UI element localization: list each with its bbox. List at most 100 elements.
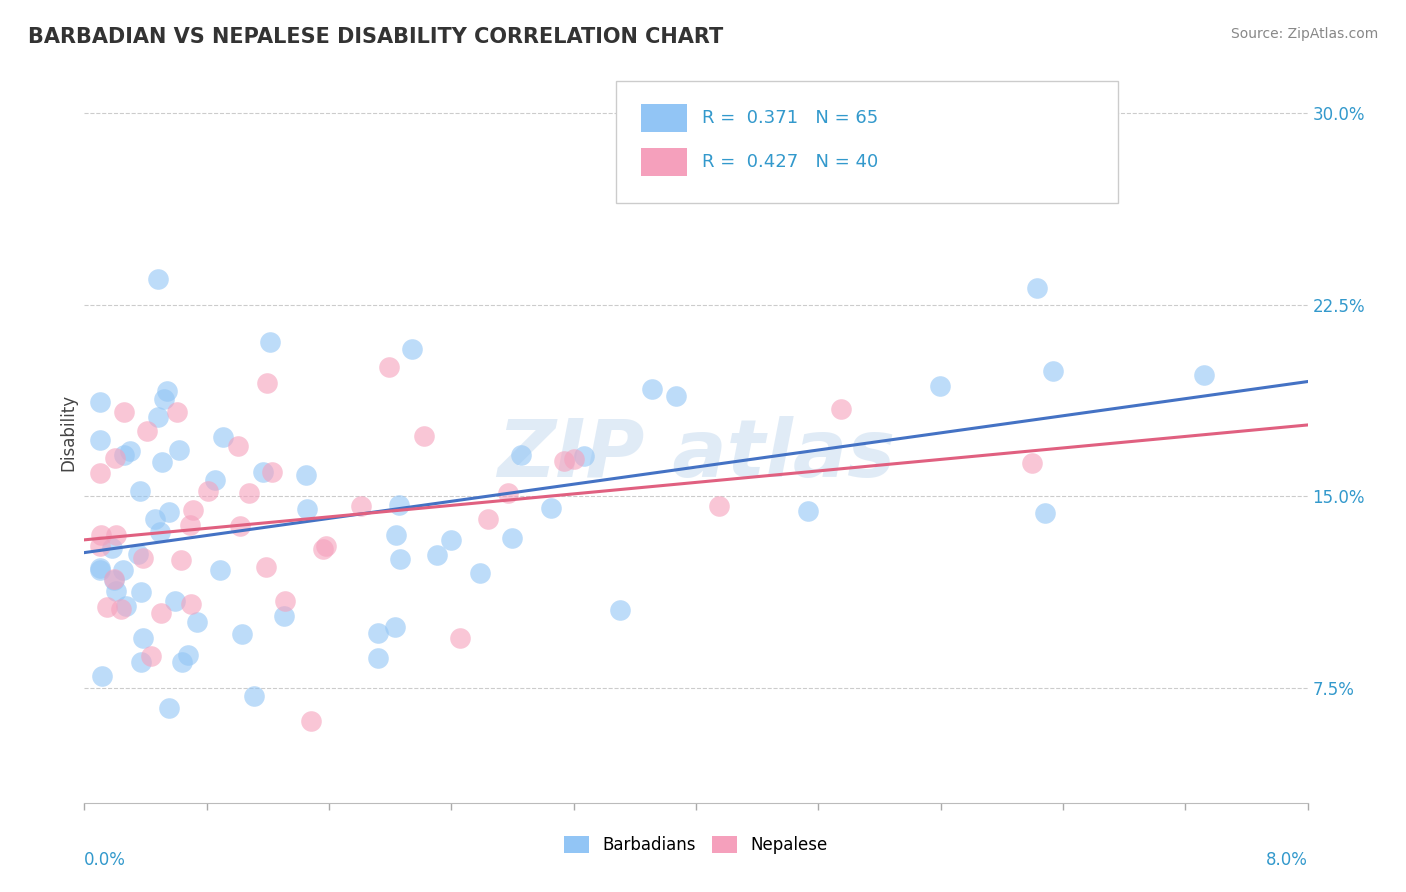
Point: [146, 272, 169, 286]
Point: [136, 424, 159, 438]
Point: [212, 430, 235, 444]
Point: [609, 603, 631, 617]
Text: 0.0%: 0.0%: [84, 851, 127, 870]
Point: [540, 500, 562, 515]
Point: [104, 451, 127, 466]
Point: [105, 528, 128, 542]
Point: [150, 455, 173, 469]
Point: [830, 402, 852, 417]
Point: [440, 533, 463, 547]
Point: [385, 527, 408, 541]
Point: [413, 429, 436, 443]
Text: R =  0.427   N = 40: R = 0.427 N = 40: [702, 153, 879, 171]
Point: [129, 585, 152, 599]
Point: [449, 631, 471, 645]
FancyBboxPatch shape: [641, 103, 688, 132]
Point: [367, 626, 389, 640]
Point: [197, 483, 219, 498]
Point: [89, 561, 111, 575]
Point: [1042, 363, 1064, 377]
Point: [256, 376, 278, 390]
Point: [274, 594, 297, 608]
Point: [105, 583, 128, 598]
Point: [641, 382, 664, 396]
Point: [150, 606, 173, 620]
Point: [103, 573, 125, 587]
Point: [139, 649, 162, 664]
Point: [103, 572, 125, 586]
Point: [112, 405, 135, 419]
Point: [90, 669, 112, 683]
Point: [389, 551, 412, 566]
Point: [315, 539, 337, 553]
Point: [89, 434, 111, 448]
Point: [166, 405, 188, 419]
Point: [96, 599, 118, 614]
Point: [132, 631, 155, 645]
Point: [243, 690, 266, 704]
Point: [204, 473, 226, 487]
Point: [152, 392, 174, 406]
FancyBboxPatch shape: [641, 148, 688, 177]
Point: [468, 566, 491, 580]
Point: [90, 528, 112, 542]
Point: [186, 615, 208, 629]
Point: [132, 551, 155, 566]
Point: [167, 442, 190, 457]
FancyBboxPatch shape: [616, 81, 1118, 203]
Point: [562, 452, 585, 467]
Point: [929, 378, 952, 392]
Point: [110, 602, 132, 616]
Point: [509, 448, 531, 462]
Point: [384, 620, 406, 634]
Text: 8.0%: 8.0%: [1265, 851, 1308, 870]
Point: [426, 548, 449, 562]
Point: [1021, 456, 1043, 470]
Point: [180, 597, 202, 611]
Point: [89, 395, 111, 409]
Point: [111, 563, 134, 577]
Point: [231, 627, 253, 641]
Point: [101, 541, 124, 556]
Point: [295, 501, 318, 516]
Point: [299, 714, 322, 729]
Point: [665, 389, 688, 403]
Point: [143, 512, 166, 526]
Point: [229, 519, 252, 533]
Point: [146, 410, 169, 425]
Point: [163, 594, 186, 608]
Point: [401, 342, 423, 356]
Point: [367, 651, 389, 665]
Point: [89, 539, 111, 553]
Point: [226, 439, 249, 453]
Point: [262, 466, 284, 480]
Point: [1026, 281, 1049, 295]
Point: [252, 465, 274, 479]
Point: [254, 560, 277, 574]
Point: [120, 444, 142, 458]
Point: [378, 360, 401, 375]
Point: [388, 498, 411, 512]
Text: BARBADIAN VS NEPALESE DISABILITY CORRELATION CHART: BARBADIAN VS NEPALESE DISABILITY CORRELA…: [28, 27, 723, 46]
Point: [312, 542, 335, 557]
Point: [157, 701, 180, 715]
Point: [112, 448, 135, 462]
Point: [477, 512, 499, 526]
Point: [89, 563, 111, 577]
Point: [157, 505, 180, 519]
Point: [295, 467, 318, 482]
Point: [115, 599, 138, 614]
Point: [170, 552, 193, 566]
Point: [553, 454, 575, 468]
Point: [129, 483, 152, 498]
Y-axis label: Disability: Disability: [59, 394, 77, 471]
Point: [501, 531, 523, 545]
Point: [914, 170, 936, 185]
Point: [273, 608, 295, 623]
Point: [127, 547, 149, 561]
Point: [259, 334, 281, 349]
Point: [1033, 507, 1056, 521]
Point: [238, 485, 260, 500]
Point: [89, 466, 111, 480]
Point: [208, 563, 231, 577]
